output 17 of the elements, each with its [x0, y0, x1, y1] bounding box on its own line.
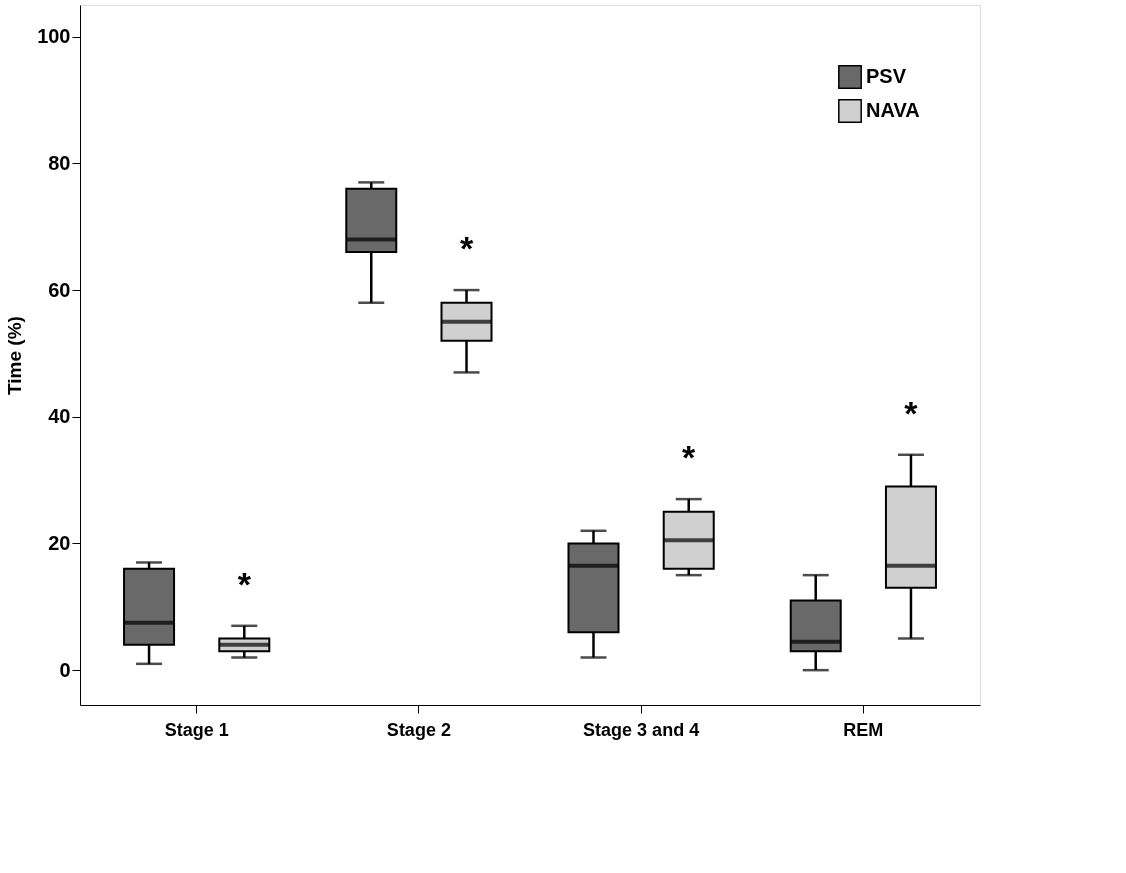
legend-label: NAVA — [866, 99, 920, 121]
x-tick-label: Stage 3 and 4 — [583, 719, 700, 740]
x-tick-label: REM — [843, 719, 884, 740]
y-tick-label: 60 — [48, 278, 71, 301]
annotation: * — [459, 229, 474, 268]
y-tick-label: 20 — [48, 531, 71, 554]
x-tick-label: Stage 2 — [386, 719, 451, 740]
y-tick-label: 0 — [59, 658, 71, 681]
y-tick-label: 40 — [48, 405, 71, 428]
annotation: * — [237, 564, 252, 603]
legend-label: PSV — [866, 65, 907, 87]
x-tick-label: Stage 1 — [164, 719, 229, 740]
annotation: * — [904, 393, 919, 432]
y-tick-label: 80 — [48, 151, 71, 174]
y-tick-label: 100 — [37, 25, 71, 48]
annotation: * — [682, 438, 697, 477]
y-axis-title: Time (%) — [4, 316, 26, 395]
